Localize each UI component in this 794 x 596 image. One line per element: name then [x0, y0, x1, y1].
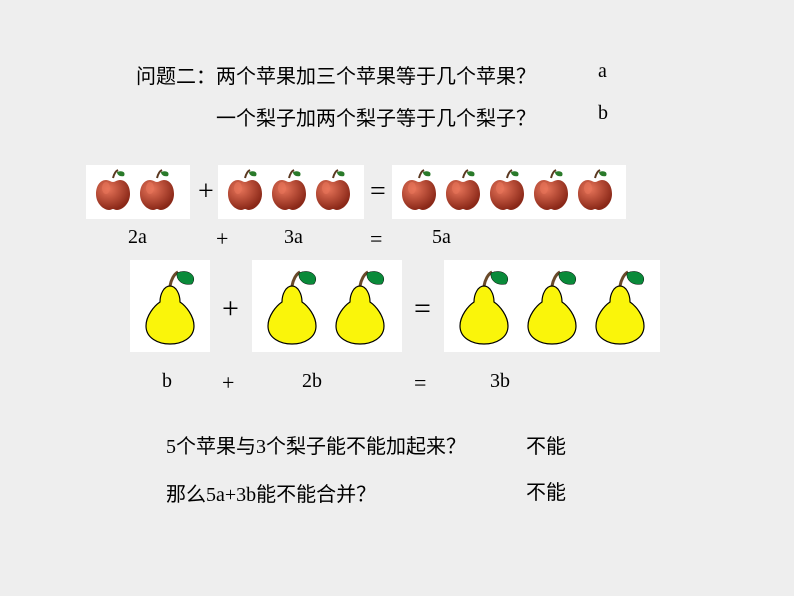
followup-q4: 那么5a+3b能不能合并？: [166, 478, 376, 507]
apple-icon: [444, 168, 482, 212]
apple-icon: [400, 168, 438, 212]
apple-icon: [94, 168, 132, 212]
pear-instance: [140, 270, 200, 345]
apple-instance: [444, 168, 482, 212]
pear-icon: [330, 270, 390, 345]
apple-instance: [488, 168, 526, 212]
apple-icon: [314, 168, 352, 212]
q2-line2: 一个梨子加两个梨子等于几个梨子？: [216, 102, 536, 131]
apple-plus-img: +: [198, 176, 214, 208]
apple-icon: [576, 168, 614, 212]
apple-instance: [532, 168, 570, 212]
pear-instance: [522, 270, 582, 345]
pear-instance: [330, 270, 390, 345]
apple-icon: [488, 168, 526, 212]
apple-expr-eq: =: [370, 226, 382, 252]
apple-expr-1: 2a: [128, 226, 147, 249]
pear-icon: [590, 270, 650, 345]
pear-instance: [590, 270, 650, 345]
pear-plus-img: +: [222, 292, 239, 326]
pear-instance: [262, 270, 322, 345]
pear-expr-eq: =: [414, 370, 426, 396]
apple-instance: [270, 168, 308, 212]
q2-label: 问题二：: [136, 66, 216, 88]
apple-instance: [576, 168, 614, 212]
pear-expr-2: 2b: [302, 370, 322, 393]
apple-instance: [226, 168, 264, 212]
followup-a4: 不能: [526, 476, 566, 505]
pear-instance: [454, 270, 514, 345]
pear-eq-img: =: [414, 292, 431, 326]
pear-expr-3: 3b: [490, 370, 510, 393]
followup-a3: 不能: [526, 430, 566, 459]
apple-instance: [314, 168, 352, 212]
pear-icon: [140, 270, 200, 345]
apple-instance: [138, 168, 176, 212]
apple-instance: [94, 168, 132, 212]
pear-icon: [522, 270, 582, 345]
apple-expr-plus: +: [216, 226, 228, 252]
pear-expr-1: b: [162, 370, 172, 393]
apple-icon: [270, 168, 308, 212]
apple-icon: [226, 168, 264, 212]
pear-icon: [454, 270, 514, 345]
followup-q3: 5个苹果与3个梨子能不能加起来？: [166, 430, 466, 459]
apple-icon: [532, 168, 570, 212]
pear-icon: [262, 270, 322, 345]
apple-icon: [138, 168, 176, 212]
q2-var2: b: [598, 102, 608, 125]
q2-line1: 两个苹果加三个苹果等于几个苹果？: [216, 66, 536, 88]
apple-expr-2: 3a: [284, 226, 303, 249]
apple-eq-img: =: [370, 176, 386, 208]
apple-expr-3: 5a: [432, 226, 451, 249]
apple-instance: [400, 168, 438, 212]
pear-expr-plus: +: [222, 370, 234, 396]
q2-var1: a: [598, 60, 607, 83]
question-label: 问题二：两个苹果加三个苹果等于几个苹果？: [136, 60, 536, 89]
